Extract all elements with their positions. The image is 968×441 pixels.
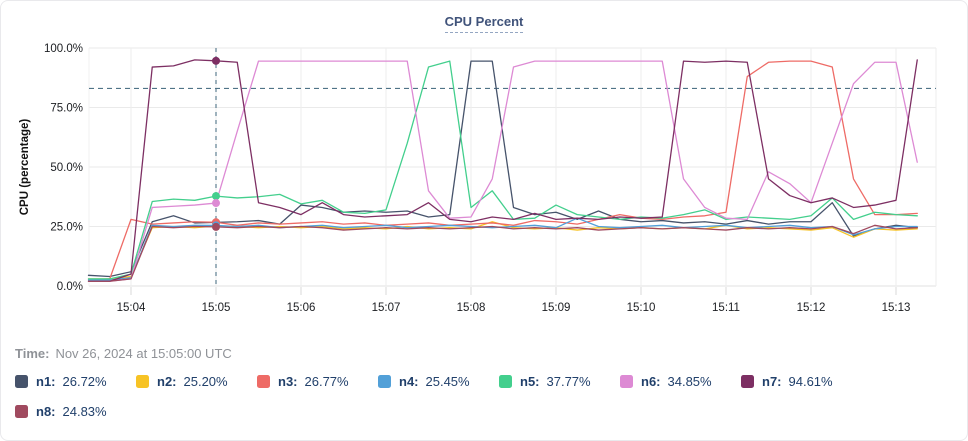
series-line-n3[interactable] (87, 60, 918, 281)
series-line-n6[interactable] (87, 60, 918, 282)
time-value: Nov 26, 2024 at 15:05:00 UTC (55, 346, 232, 361)
series-line-n1[interactable] (87, 60, 918, 278)
legend-value: 24.83% (62, 404, 107, 419)
legend-label: n5: (520, 374, 540, 389)
cursor-dot-n7 (212, 56, 220, 65)
x-tick-label: 15:09 (542, 302, 571, 314)
legend-row-1: n1: 26.72% n2: 25.20% n3: 26.77% n4: 25.… (15, 374, 862, 389)
legend-value: 37.77% (546, 374, 591, 389)
legend-item-n3[interactable]: n3: 26.77% (257, 374, 378, 389)
legend-value: 94.61% (788, 374, 833, 389)
chart-header: CPU Percent (1, 13, 967, 33)
y-tick-label: 100.0% (44, 43, 83, 55)
legend-label: n1: (36, 374, 56, 389)
y-axis-title: CPU (percentage) (19, 119, 31, 216)
legend-row-2: n8: 24.83% (15, 404, 136, 419)
y-tick-label: 25.0% (50, 222, 83, 234)
legend-label: n2: (157, 374, 177, 389)
y-tick-label: 0.0% (57, 281, 83, 293)
legend-value: 34.85% (667, 374, 712, 389)
chart-title[interactable]: CPU Percent (444, 14, 524, 33)
legend-item-n4[interactable]: n4: 25.45% (378, 374, 499, 389)
x-tick-label: 15:07 (372, 302, 401, 314)
cursor-time-row: Time: Nov 26, 2024 at 15:05:00 UTC (15, 346, 232, 361)
legend-swatch-n6 (620, 375, 633, 388)
x-tick-label: 15:12 (797, 302, 826, 314)
cursor-dot-n5 (212, 192, 220, 201)
legend-item-n1[interactable]: n1: 26.72% (15, 374, 136, 389)
series-line-n2[interactable] (87, 221, 918, 280)
legend-swatch-n5 (499, 375, 512, 388)
legend-value: 26.72% (62, 374, 107, 389)
x-tick-label: 15:04 (117, 302, 146, 314)
legend-label: n7: (762, 374, 782, 389)
x-tick-label: 15:10 (627, 302, 656, 314)
legend-item-n6[interactable]: n6: 34.85% (620, 374, 741, 389)
legend-label: n8: (36, 404, 56, 419)
legend-item-n8[interactable]: n8: 24.83% (15, 404, 136, 419)
y-tick-label: 75.0% (50, 103, 83, 115)
legend-item-n5[interactable]: n5: 37.77% (499, 374, 620, 389)
x-tick-label: 15:08 (457, 302, 486, 314)
x-tick-label: 15:06 (287, 302, 316, 314)
time-label: Time: (15, 346, 50, 361)
series-line-n8[interactable] (87, 224, 918, 282)
legend-label: n4: (399, 374, 419, 389)
x-tick-label: 15:05 (202, 302, 231, 314)
legend-item-n2[interactable]: n2: 25.20% (136, 374, 257, 389)
legend-swatch-n4 (378, 375, 391, 388)
cpu-percent-line-chart[interactable]: 0.0% 25.0% 50.0% 75.0% 100.0% 15:04 15:05 15:06… (1, 1, 968, 331)
legend-swatch-n8 (15, 405, 28, 418)
legend-label: n6: (641, 374, 661, 389)
x-tick-label: 15:11 (712, 302, 740, 314)
legend-item-n7[interactable]: n7: 94.61% (741, 374, 862, 389)
legend-value: 25.45% (425, 374, 470, 389)
x-tick-label: 15:13 (882, 302, 911, 314)
cursor-dot-n6 (212, 199, 220, 208)
legend-swatch-n1 (15, 375, 28, 388)
cursor-dot-n8 (212, 222, 220, 231)
series-line-n7[interactable] (87, 59, 918, 282)
series-line-n5[interactable] (87, 60, 918, 280)
y-tick-label: 50.0% (50, 162, 83, 174)
legend-swatch-n3 (257, 375, 270, 388)
legend-swatch-n7 (741, 375, 754, 388)
legend-label: n3: (278, 374, 298, 389)
legend-swatch-n2 (136, 375, 149, 388)
legend-value: 25.20% (183, 374, 228, 389)
legend-value: 26.77% (304, 374, 349, 389)
